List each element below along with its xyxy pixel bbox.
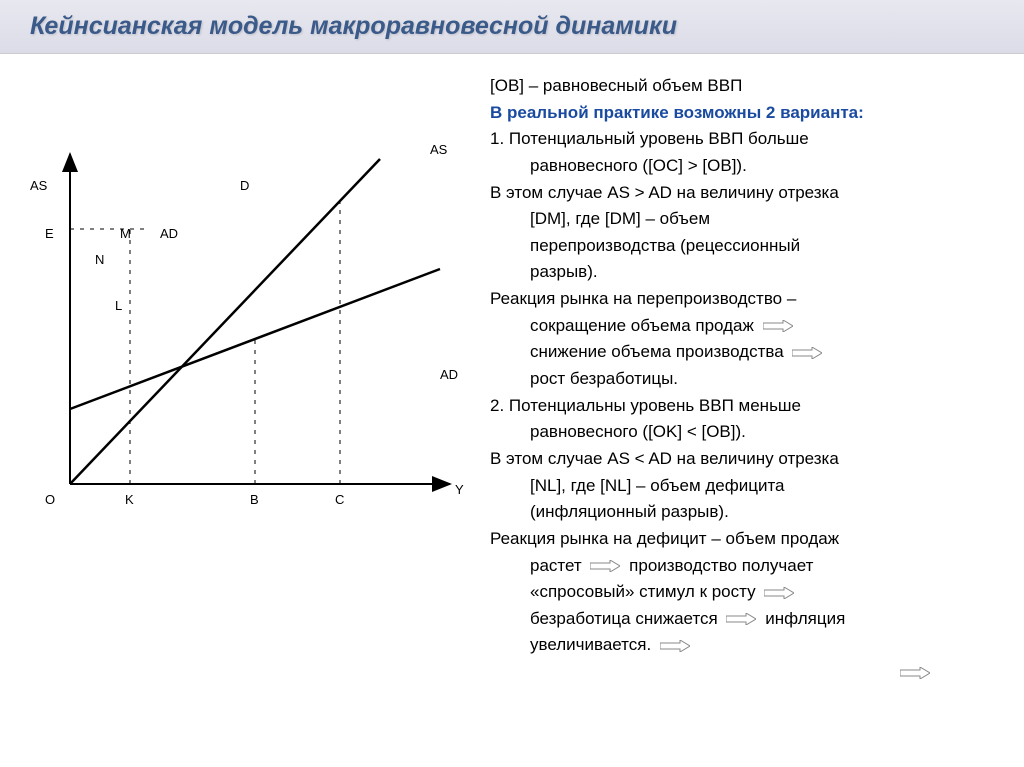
- text-line-6a: 2. Потенциальны уровень ВВП меньше: [490, 394, 994, 419]
- text-line-4a: В этом случае AS > AD на величину отрезк…: [490, 181, 994, 206]
- text-line-7a: В этом случае AS < AD на величину отрезк…: [490, 447, 994, 472]
- label-d: D: [240, 178, 249, 193]
- arrow-icon: [590, 560, 620, 572]
- label-c: C: [335, 492, 344, 507]
- label-l: L: [115, 298, 122, 313]
- text-line-8d: безработица снижается инфляция: [490, 607, 994, 632]
- label-o: O: [45, 492, 55, 507]
- text-line-4c: перепроизводства (рецессионный: [490, 234, 994, 259]
- text-line-7b: [NL], где [NL] – объем дефицита: [490, 474, 994, 499]
- label-as-top: AS: [430, 142, 447, 157]
- text-line-5c: снижение объема производства: [490, 340, 994, 365]
- arrow-icon: [763, 320, 793, 332]
- keynesian-chart: [30, 74, 470, 514]
- text-line-6b: равновесного ([OK] < [OB]).: [490, 420, 994, 445]
- arrow-icon: [792, 347, 822, 359]
- slide-title: Кейнсианская модель макроравновесной дин…: [30, 12, 994, 41]
- text-line-8c: «спросовый» стимул к росту: [490, 580, 994, 605]
- text-line-2: В реальной практике возможны 2 варианта:: [490, 101, 994, 126]
- text-line-4b: [DM], где [DM] – объем: [490, 207, 994, 232]
- arrow-icon: [900, 667, 930, 679]
- text-line-8a: Реакция рынка на дефицит – объем продаж: [490, 527, 994, 552]
- text-line-7c: (инфляционный разрыв).: [490, 500, 994, 525]
- text-line-1: [OB] – равновесный объем ВВП: [490, 74, 994, 99]
- arrow-icon: [726, 613, 756, 625]
- chart-container: AS AS D E M AD N L AD O K B C Y: [30, 74, 480, 524]
- label-b: B: [250, 492, 259, 507]
- arrow-icon: [764, 587, 794, 599]
- label-e: E: [45, 226, 54, 241]
- label-ad-right: AD: [440, 367, 458, 382]
- text-line-5d: рост безработицы.: [490, 367, 994, 392]
- label-n: N: [95, 252, 104, 267]
- slide-content: AS AS D E M AD N L AD O K B C Y [OB] – р…: [0, 54, 1024, 697]
- label-y: Y: [455, 482, 464, 497]
- text-line-8e: увеличивается.: [490, 633, 994, 658]
- label-as-left: AS: [30, 178, 47, 193]
- trailing-arrow: [490, 660, 994, 685]
- text-line-8b: растет производство получает: [490, 554, 994, 579]
- arrow-icon: [660, 640, 690, 652]
- label-ad-top: AD: [160, 226, 178, 241]
- slide-header: Кейнсианская модель макроравновесной дин…: [0, 0, 1024, 54]
- label-k: K: [125, 492, 134, 507]
- label-m: M: [120, 226, 131, 241]
- text-line-4d: разрыв).: [490, 260, 994, 285]
- text-line-5b: сокращение объема продаж: [490, 314, 994, 339]
- explanation-text: [OB] – равновесный объем ВВП В реальной …: [480, 74, 994, 687]
- text-line-5a: Реакция рынка на перепроизводство –: [490, 287, 994, 312]
- text-line-3a: 1. Потенциальный уровень ВВП больше: [490, 127, 994, 152]
- text-line-3b: равновесного ([OC] > [OB]).: [490, 154, 994, 179]
